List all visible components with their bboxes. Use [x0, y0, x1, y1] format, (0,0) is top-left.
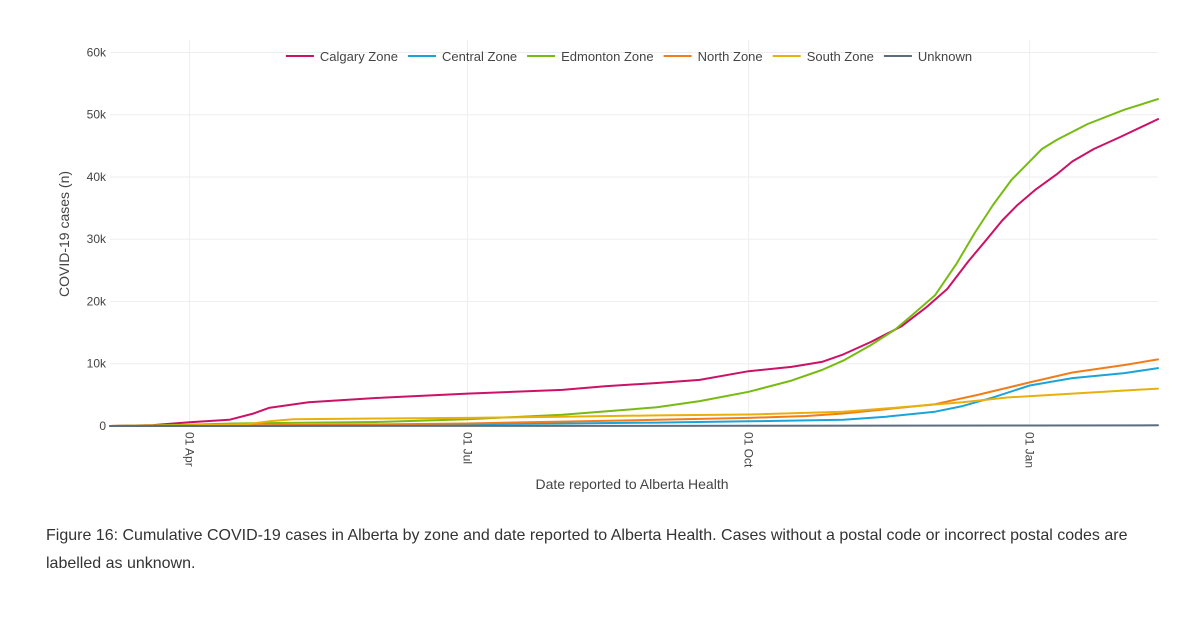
axes: 0 10k 20k 30k 40k 50k 60k 01 Apr 01 Jul 01 Oct 01 … [87, 45, 1037, 468]
x-tick-label: 01 Jul [460, 432, 474, 464]
series-line-calgary-zone[interactable] [109, 118, 1159, 427]
legend-item-edmonton-zone[interactable]: Edmonton Zone [527, 49, 654, 64]
y-tick-label: 10k [87, 357, 107, 371]
legend-label: Central Zone [442, 49, 517, 64]
legend-label: Unknown [918, 49, 972, 64]
legend-label: North Zone [698, 49, 763, 64]
x-axis-title: Date reported to Alberta Health [535, 476, 728, 492]
y-tick-label: 30k [87, 232, 107, 246]
y-tick-label: 60k [87, 45, 107, 59]
gridlines [110, 40, 1158, 427]
y-axis-title: COVID-19 cases (n) [56, 171, 72, 297]
legend-item-unknown[interactable]: Unknown [883, 49, 972, 64]
legend-item-central-zone[interactable]: Central Zone [408, 49, 517, 64]
y-tick-label: 40k [87, 170, 107, 184]
series-line-north-zone[interactable] [109, 358, 1159, 427]
cumulative-cases-chart: 0 10k 20k 30k 40k 50k 60k 01 Apr 01 Jul 01 Oct 01 … [56, 40, 1159, 492]
legend-item-calgary-zone[interactable]: Calgary Zone [285, 49, 398, 64]
series-lines [109, 98, 1159, 427]
series-line-central-zone[interactable] [109, 367, 1159, 427]
legend-item-north-zone[interactable]: North Zone [663, 49, 763, 64]
x-tick-label: 01 Apr [182, 432, 196, 467]
series-line-south-zone[interactable] [109, 387, 1159, 427]
legend-label: Edmonton Zone [561, 49, 654, 64]
y-tick-label: 0 [99, 419, 106, 433]
legend-label: Calgary Zone [320, 49, 398, 64]
figure-caption: Figure 16: Cumulative COVID-19 cases in … [46, 527, 1128, 572]
series-line-unknown[interactable] [109, 424, 1159, 427]
x-tick-label: 01 Jan [1023, 432, 1037, 468]
x-tick-label: 01 Oct [742, 432, 756, 468]
y-tick-label: 20k [87, 294, 107, 308]
legend-item-south-zone[interactable]: South Zone [772, 49, 874, 64]
series-line-edmonton-zone[interactable] [109, 98, 1159, 427]
legend[interactable]: Calgary Zone Central Zone Edmonton Zone Nor… [285, 49, 972, 64]
legend-label: South Zone [807, 49, 874, 64]
chart-container: 0 10k 20k 30k 40k 50k 60k 01 Apr 01 Jul 01 Oct 01 … [56, 40, 1159, 492]
y-tick-label: 50k [87, 108, 107, 122]
